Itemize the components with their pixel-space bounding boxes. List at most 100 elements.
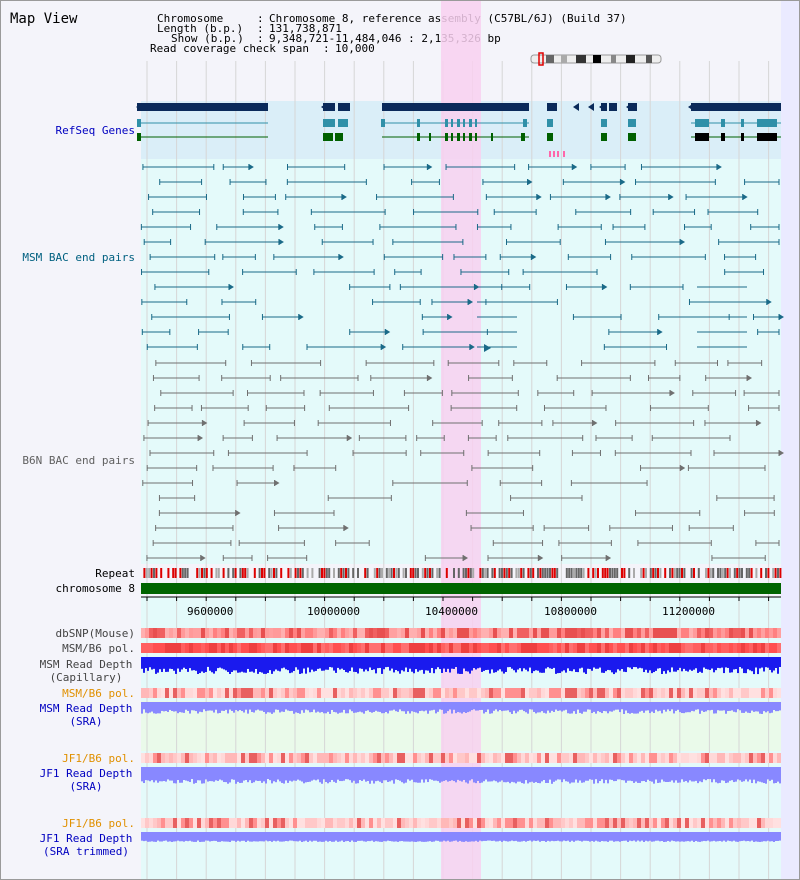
depth-bar — [303, 702, 305, 713]
depth-bar — [255, 657, 257, 669]
heat-cell — [757, 628, 761, 638]
depth-bar — [213, 767, 215, 782]
heat-cell — [445, 818, 449, 828]
track-label-msm-depth-sra[interactable]: MSM Read Depth (SRA) — [31, 702, 141, 728]
depth-bar — [411, 702, 413, 712]
track-label-msm-bac[interactable]: MSM BAC end pairs — [22, 251, 135, 264]
heat-cell — [473, 818, 477, 828]
depth-bar — [357, 657, 359, 674]
track-label-msm-pol[interactable]: MSM/B6 pol. — [62, 642, 135, 655]
depth-bar — [485, 832, 487, 841]
heat-cell — [473, 688, 477, 698]
heat-cell — [693, 753, 697, 763]
depth-bar — [779, 702, 781, 711]
repeat-mark — [491, 568, 494, 578]
depth-bar — [315, 832, 317, 841]
depth-bar — [395, 702, 397, 712]
depth-bar — [431, 657, 433, 669]
exon — [601, 133, 607, 141]
track-label-dbsnp[interactable]: dbSNP(Mouse) — [55, 627, 135, 640]
heat-cell — [553, 818, 557, 828]
track-label-refseq[interactable]: RefSeq Genes — [55, 124, 135, 137]
heat-cell — [329, 643, 333, 653]
track-label-jf1-pol[interactable]: JF1/B6 pol. — [62, 752, 135, 765]
heat-cell — [481, 628, 485, 638]
depth-bar — [683, 657, 685, 669]
heat-cell — [313, 643, 317, 653]
depth-bar — [155, 767, 157, 781]
depth-bar — [699, 702, 701, 714]
track-label-msm-depth-capillary[interactable]: MSM Read Depth (Capillary) — [31, 658, 141, 684]
track-label-jf1-depth[interactable]: JF1 Read Depth (SRA) — [31, 767, 141, 793]
depth-bar — [363, 767, 365, 780]
track-label-repeat[interactable]: Repeat — [95, 567, 135, 580]
depth-bar — [577, 657, 579, 673]
track-label-jf1-pol-2[interactable]: JF1/B6 pol. — [62, 817, 135, 830]
depth-bar — [159, 702, 161, 714]
depth-bar — [569, 657, 571, 671]
heat-cell — [197, 628, 201, 638]
repeat-mark — [405, 568, 407, 578]
depth-bar — [459, 767, 461, 781]
depth-bar — [209, 767, 211, 782]
repeat-mark — [325, 568, 328, 578]
heat-cell — [541, 818, 545, 828]
repeat-mark — [738, 568, 741, 578]
heat-cell — [269, 643, 273, 653]
heat-cell — [713, 628, 717, 638]
heat-cell — [441, 753, 445, 763]
heat-cell — [261, 643, 265, 653]
depth-bar — [343, 702, 345, 710]
repeat-mark — [529, 568, 532, 578]
depth-bar — [265, 702, 267, 714]
heat-cell — [269, 628, 273, 638]
depth-bar — [275, 702, 277, 710]
depth-bar — [665, 832, 667, 842]
depth-bar — [623, 832, 625, 841]
depth-bar — [333, 832, 335, 842]
depth-bar — [635, 657, 637, 668]
depth-bar — [409, 832, 411, 842]
heat-cell — [549, 628, 553, 638]
heat-cell — [637, 643, 641, 653]
heat-cell — [601, 818, 605, 828]
heat-cell — [677, 818, 681, 828]
heat-cell — [269, 818, 273, 828]
length-value: 131,738,871 — [269, 22, 342, 35]
repeat-mark — [717, 568, 719, 578]
track-label-jf1-trimmed[interactable]: JF1 Read Depth (SRA trimmed) — [31, 832, 141, 858]
depth-bar — [307, 832, 309, 842]
heat-cell — [553, 643, 557, 653]
heat-cell — [297, 688, 301, 698]
depth-bar — [517, 657, 519, 670]
heat-cell — [777, 628, 781, 638]
heat-cell — [573, 628, 577, 638]
depth-bar — [691, 767, 693, 782]
heat-cell — [241, 818, 245, 828]
depth-bar — [565, 657, 567, 673]
repeat-mark — [503, 568, 506, 578]
heat-cell — [505, 753, 509, 763]
depth-bar — [707, 767, 709, 780]
repeat-mark — [373, 568, 376, 578]
depth-bar — [311, 832, 313, 842]
depth-bar — [195, 657, 197, 671]
depth-bar — [441, 702, 443, 710]
repeat-mark — [594, 568, 597, 578]
gene-block — [628, 103, 637, 111]
depth-bar — [375, 767, 377, 782]
exon — [491, 133, 493, 141]
depth-bar — [527, 767, 529, 784]
depth-bar — [463, 832, 465, 842]
depth-bar — [181, 702, 183, 713]
track-label-b6n-bac[interactable]: B6N BAC end pairs — [22, 454, 135, 467]
track-label-msm-pol-sra[interactable]: MSM/B6 pol. — [62, 687, 135, 700]
heat-cell — [433, 628, 437, 638]
depth-bar — [643, 657, 645, 673]
depth-bar — [229, 832, 231, 842]
heat-cell — [277, 643, 281, 653]
depth-bar — [143, 657, 145, 673]
heat-cell — [305, 753, 309, 763]
heat-cell — [173, 753, 177, 763]
